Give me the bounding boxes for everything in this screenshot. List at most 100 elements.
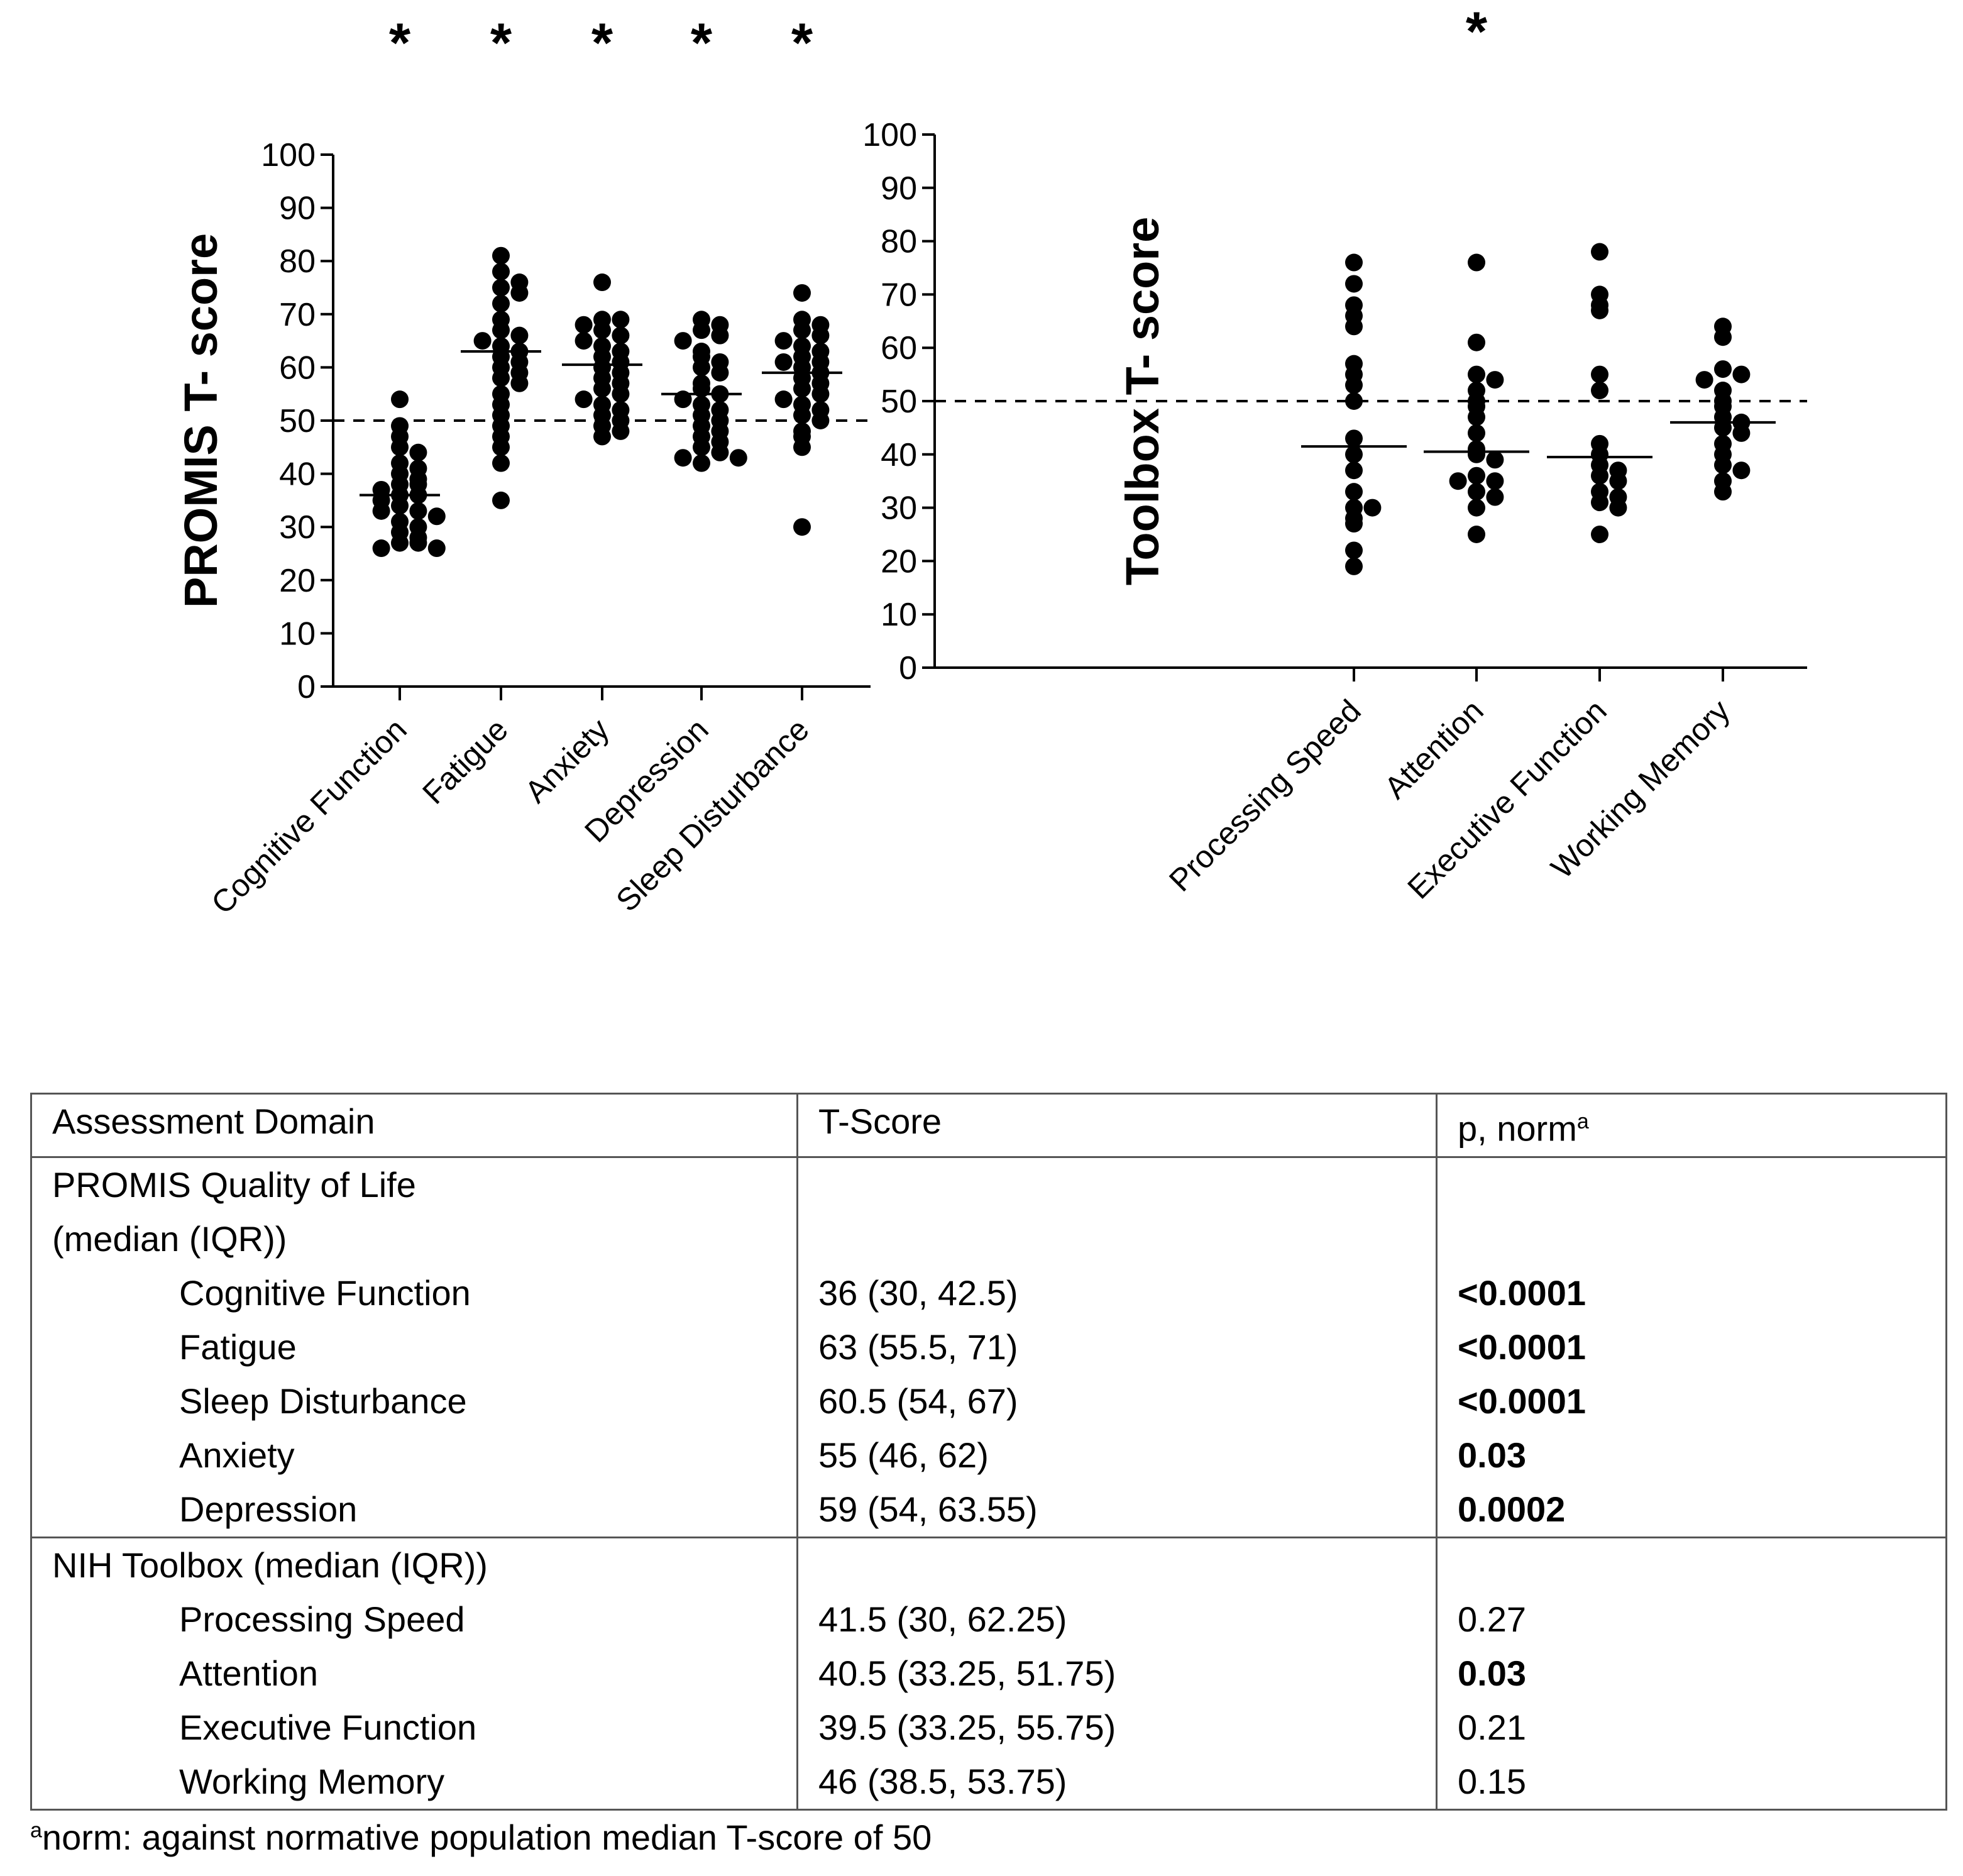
category-label: Processing Speed bbox=[1162, 693, 1368, 898]
category-label: Cognitive Function bbox=[204, 712, 413, 920]
row-domain: Cognitive Function bbox=[30, 1266, 798, 1320]
promis-group-row: PROMIS Quality of Life (median (IQR)) bbox=[30, 1156, 1947, 1266]
table-row: Fatigue 63 (55.5, 71) <0.0001 bbox=[30, 1320, 1947, 1374]
data-point bbox=[1449, 472, 1467, 490]
data-point bbox=[1468, 365, 1485, 383]
footnote: anorm: against normative population medi… bbox=[30, 1817, 932, 1858]
data-point bbox=[1345, 541, 1363, 560]
row-score: 41.5 (30, 62.25) bbox=[796, 1592, 1438, 1647]
table-row: Executive Function 39.5 (33.25, 55.75) 0… bbox=[30, 1700, 1947, 1755]
table-row: Cognitive Function 36 (30, 42.5) <0.0001 bbox=[30, 1266, 1947, 1320]
data-point bbox=[510, 326, 529, 345]
data-point bbox=[391, 390, 409, 409]
promis-group-empty-p bbox=[1436, 1156, 1947, 1266]
data-point bbox=[510, 284, 529, 302]
y-tick-label: 20 bbox=[881, 543, 917, 580]
data-point bbox=[729, 449, 747, 467]
data-point bbox=[693, 454, 710, 472]
data-point bbox=[774, 390, 793, 409]
data-point bbox=[774, 353, 793, 371]
data-point bbox=[793, 438, 811, 456]
table-row: Processing Speed 41.5 (30, 62.25) 0.27 bbox=[30, 1592, 1947, 1647]
table-row: Sleep Disturbance 60.5 (54, 67) <0.0001 bbox=[30, 1374, 1947, 1428]
data-point bbox=[492, 246, 510, 265]
y-tick-label: 40 bbox=[881, 437, 917, 473]
row-score: 59 (54, 63.55) bbox=[796, 1482, 1438, 1538]
row-domain: Working Memory bbox=[30, 1754, 798, 1811]
data-point bbox=[793, 380, 811, 398]
data-point bbox=[1345, 376, 1363, 394]
data-point bbox=[1345, 515, 1363, 533]
nih-group-row: NIH Toolbox (median (IQR)) bbox=[30, 1536, 1947, 1592]
y-tick-label: 10 bbox=[881, 597, 917, 633]
data-point bbox=[1714, 456, 1732, 474]
data-point bbox=[793, 321, 811, 339]
data-point bbox=[693, 321, 710, 339]
data-point bbox=[1591, 494, 1608, 512]
promis-group-empty-score bbox=[796, 1156, 1438, 1266]
data-point bbox=[492, 263, 510, 281]
data-point bbox=[612, 311, 630, 329]
row-score: 40.5 (33.25, 51.75) bbox=[796, 1646, 1438, 1701]
data-point bbox=[409, 534, 427, 552]
y-tick-label: 60 bbox=[279, 350, 316, 386]
y-tick-label: 60 bbox=[881, 330, 917, 367]
promis-chart: 0 10 20 30 40 50 60 70 80 90 100 PROMIS T- score Cog… bbox=[175, 11, 871, 921]
data-point bbox=[510, 374, 529, 392]
data-point bbox=[1732, 424, 1751, 442]
data-point bbox=[674, 332, 692, 350]
data-point bbox=[1468, 526, 1485, 543]
data-point bbox=[693, 358, 710, 377]
data-point bbox=[1714, 328, 1732, 346]
data-point bbox=[575, 316, 593, 334]
data-point bbox=[492, 454, 510, 472]
footnote-sup: a bbox=[30, 1818, 42, 1843]
data-point bbox=[492, 279, 510, 297]
data-point bbox=[674, 449, 692, 467]
data-point bbox=[1486, 371, 1504, 389]
data-point bbox=[793, 284, 811, 302]
data-point bbox=[593, 428, 611, 446]
row-domain: Processing Speed bbox=[30, 1592, 798, 1647]
header-p-norm: p, norma bbox=[1436, 1093, 1947, 1158]
data-point bbox=[1591, 466, 1608, 485]
data-point bbox=[612, 422, 630, 440]
significance-star: * bbox=[591, 11, 613, 74]
nih-group-empty-score bbox=[796, 1536, 1438, 1592]
table-row: Attention 40.5 (33.25, 51.75) 0.03 bbox=[30, 1646, 1947, 1701]
y-tick-label: 50 bbox=[881, 383, 917, 420]
data-point bbox=[409, 502, 427, 520]
data-point bbox=[811, 326, 830, 345]
row-score: 39.5 (33.25, 55.75) bbox=[796, 1700, 1438, 1755]
data-point bbox=[1468, 253, 1485, 272]
data-point bbox=[1609, 499, 1627, 517]
data-point bbox=[492, 369, 510, 387]
data-point bbox=[1345, 392, 1363, 410]
results-table: Assessment Domain T-Score p, norma PROMI… bbox=[30, 1093, 1947, 1811]
data-point bbox=[612, 385, 630, 403]
data-point bbox=[1591, 382, 1608, 400]
data-point bbox=[1591, 365, 1608, 383]
data-point bbox=[492, 294, 510, 312]
promis-group-label: PROMIS Quality of Life (median (IQR)) bbox=[30, 1156, 798, 1266]
row-domain: Attention bbox=[30, 1646, 798, 1701]
data-point bbox=[793, 518, 811, 536]
data-point bbox=[1345, 275, 1363, 293]
header-p-norm-text: p, norm bbox=[1458, 1108, 1577, 1149]
category-label: Fatigue bbox=[415, 712, 515, 811]
data-point bbox=[1345, 483, 1363, 501]
data-point bbox=[1468, 499, 1485, 517]
row-score: 60.5 (54, 67) bbox=[796, 1374, 1438, 1428]
data-point bbox=[1714, 360, 1732, 378]
data-point bbox=[427, 539, 446, 558]
nih-group-label: NIH Toolbox (median (IQR)) bbox=[30, 1536, 798, 1592]
data-point bbox=[593, 273, 611, 292]
nih-group-empty-p bbox=[1436, 1536, 1947, 1592]
data-point bbox=[1591, 243, 1608, 261]
data-point bbox=[774, 332, 793, 350]
data-point bbox=[372, 502, 390, 520]
data-point bbox=[1345, 317, 1363, 336]
significance-star: * bbox=[389, 11, 411, 74]
row-p: <0.0001 bbox=[1436, 1374, 1947, 1428]
